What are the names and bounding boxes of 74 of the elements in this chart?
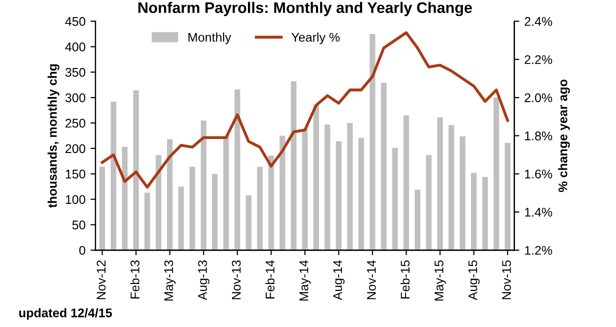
chart-title: Nonfarm Payrolls: Monthly and Yearly Change [138,2,472,16]
bar [324,124,330,250]
bar [448,125,454,250]
y2-axis-title: % change year ago [558,80,570,192]
bar [257,166,263,250]
bar [190,166,196,250]
bar [403,115,410,250]
bar [494,98,500,250]
y-tick-label: 250 [66,118,86,128]
bar [504,142,510,250]
legend-label: Monthly [188,32,232,44]
bar [370,34,376,250]
bar [347,122,353,250]
x-tick-label: Nov-14 [367,260,376,300]
y2-tick-label: 1.4% [525,208,552,217]
bar [471,172,477,250]
bar [234,89,240,250]
x-tick-label: May-15 [434,260,446,301]
x-tick-label: Nov-15 [502,260,511,300]
y-tick-label: 350 [65,68,86,77]
line-series [100,31,509,189]
bar [99,166,106,250]
y-tick-label: 50 [72,220,86,230]
bar [302,129,308,250]
x-tick-label: Aug-14 [333,260,345,300]
bar [380,82,387,250]
y2-tick-label: 2.0% [524,93,552,102]
bar [482,176,488,250]
y2-tick-label: 1.2% [525,246,552,255]
bar [246,195,252,250]
bar [268,156,274,250]
y2-tick-label: 2.4% [524,17,552,26]
y-tick-label: 300 [65,93,86,102]
bar [460,136,466,250]
bar [426,155,432,250]
bar [336,141,342,250]
x-tick-label: Aug-15 [468,260,480,300]
bar [122,146,128,250]
bar [392,148,398,250]
x-tick-label: Feb-13 [130,260,140,298]
bar [212,174,218,250]
y2-tick-label: 1.8% [525,132,552,140]
x-tick-label: May-13 [164,260,176,301]
bar [156,155,162,250]
x-tick-label: Nov-13 [232,260,241,300]
x-tick-label: Nov-12 [96,260,106,300]
legend-label: Yearly % [291,32,340,44]
y-tick-label: 100 [66,195,86,204]
bar [166,139,173,250]
bar [290,81,296,250]
bar [223,136,229,250]
x-tick-label: May-14 [300,260,311,301]
bar [358,138,364,250]
x-tick-label: Feb-14 [265,260,274,298]
bar [200,120,206,250]
bar [144,192,150,250]
y-tick-label: 450 [65,17,86,26]
y-tick-label: 200 [66,144,86,154]
bar [437,117,443,250]
y-axis-title: thousands, monthly chg [48,64,60,208]
y-tick-label: 150 [66,170,86,179]
text: updated 12/4/15 [19,308,112,320]
bar [313,104,319,250]
x-tick-label: Feb-15 [400,260,410,298]
y-tick-label: 0 [79,246,86,255]
bar [133,90,139,250]
bar [414,190,420,250]
y2-tick-label: 2.2% [524,55,552,64]
y-tick-label: 400 [65,42,86,52]
bar [280,136,286,250]
bar [110,102,116,250]
x-tick-label: Aug-13 [198,260,210,300]
bar [178,186,184,250]
y2-tick-label: 1.6% [525,170,552,179]
